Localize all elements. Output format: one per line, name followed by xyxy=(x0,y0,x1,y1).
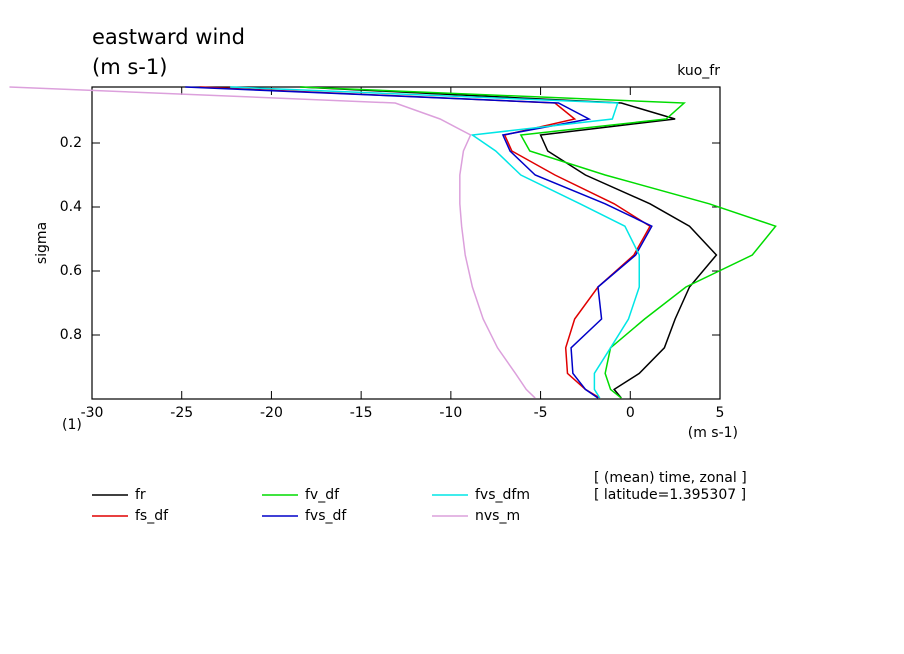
note: [ latitude=1.395307 ] xyxy=(594,487,746,503)
y-tick-label: 0.2 xyxy=(60,135,82,151)
series-line xyxy=(300,86,718,399)
y-tick-label: 0.4 xyxy=(60,199,82,215)
y-tick-label: 0.8 xyxy=(60,327,82,343)
chart-title: eastward wind xyxy=(92,25,245,49)
legend-label: fs_df xyxy=(135,508,169,524)
x-tick-label: 5 xyxy=(716,405,725,421)
x-tick-label: -10 xyxy=(439,405,462,421)
series-line xyxy=(9,86,536,399)
x-axis-label: (m s-1) xyxy=(688,425,738,441)
plot-frame xyxy=(91,86,721,400)
series-line xyxy=(185,86,653,399)
legend-label: fv_df xyxy=(305,487,340,503)
y-unit: (1) xyxy=(62,417,82,433)
x-tick-label: -30 xyxy=(81,405,104,421)
run-label: kuo_fr xyxy=(677,63,720,79)
legend-label: fr xyxy=(135,487,146,503)
y-axis-label: sigma xyxy=(34,222,50,264)
legend-label: fvs_dfm xyxy=(475,487,530,503)
x-tick-label: -20 xyxy=(260,405,283,421)
x-tick-label: -15 xyxy=(350,405,373,421)
series-line xyxy=(230,86,641,399)
legend-label: nvs_m xyxy=(475,508,520,524)
x-tick-label: -25 xyxy=(170,405,193,421)
chart-subtitle: (m s-1) xyxy=(92,55,167,79)
legend-label: fvs_df xyxy=(305,508,347,524)
y-tick-label: 0.6 xyxy=(60,263,82,279)
x-tick-label: 0 xyxy=(626,405,635,421)
series-line xyxy=(199,86,652,399)
note: [ (mean) time, zonal ] xyxy=(594,470,747,486)
series-line xyxy=(300,86,777,399)
x-tick-label: -5 xyxy=(534,405,548,421)
